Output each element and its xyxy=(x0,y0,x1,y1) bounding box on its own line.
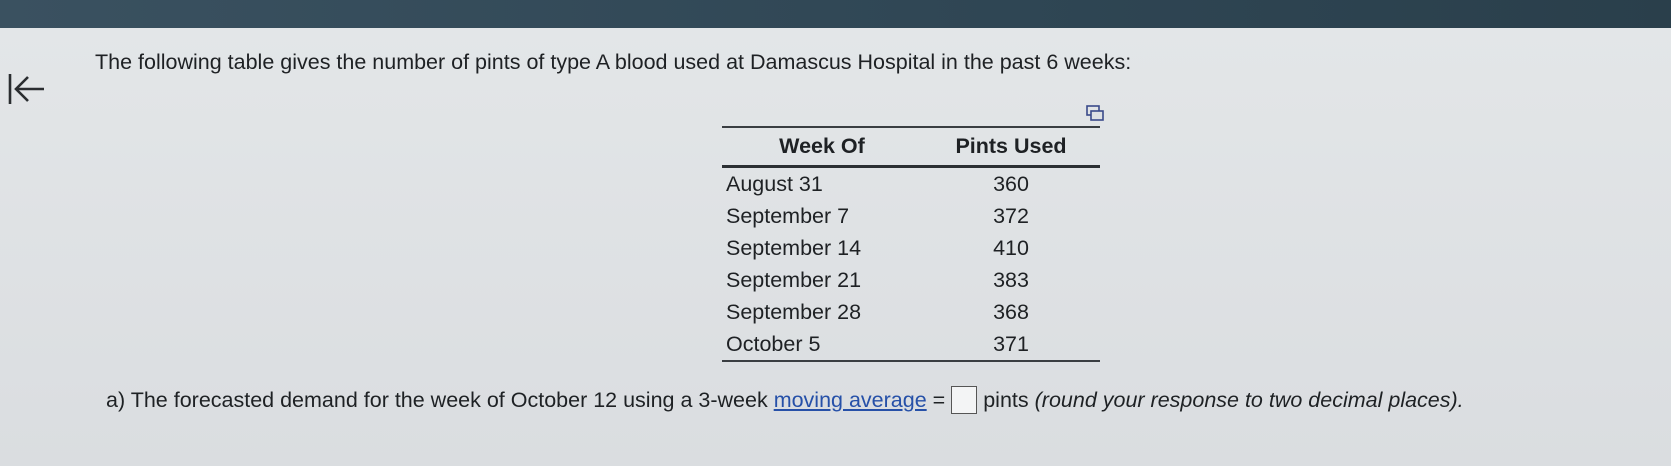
table-row: September 7 372 xyxy=(722,200,1100,232)
pints-cell: 383 xyxy=(993,267,1029,292)
top-bar xyxy=(0,0,1671,28)
week-cell: August 31 xyxy=(726,171,823,196)
unit-label: pints xyxy=(983,388,1029,412)
week-cell: September 28 xyxy=(726,299,862,324)
pints-cell: 360 xyxy=(993,171,1029,196)
pints-cell: 410 xyxy=(993,235,1029,260)
column-header-pints: Pints Used xyxy=(922,126,1100,168)
table-header-row: Week Of Pints Used xyxy=(722,126,1100,168)
week-cell: October 5 xyxy=(722,328,922,362)
table-row: October 5 371 xyxy=(722,328,1100,362)
week-cell: September 7 xyxy=(726,203,850,228)
table-row: September 14 410 xyxy=(722,232,1100,264)
question-intro: The following table gives the number of … xyxy=(95,50,1132,74)
copy-icon[interactable] xyxy=(1085,104,1105,122)
rounding-hint: (round your response to two decimal plac… xyxy=(1034,388,1464,412)
equals-sign: = xyxy=(932,388,946,412)
table-row: September 28 368 xyxy=(722,296,1100,328)
answer-input[interactable] xyxy=(951,386,978,414)
week-cell: September 14 xyxy=(726,235,862,260)
pints-cell: 371 xyxy=(922,328,1100,362)
table-row: August 31 360 xyxy=(722,167,1100,201)
moving-average-link[interactable]: moving average xyxy=(773,388,927,412)
week-cell: September 21 xyxy=(726,267,862,292)
column-header-week: Week Of xyxy=(722,126,922,168)
pints-cell: 372 xyxy=(993,203,1029,228)
pints-cell: 368 xyxy=(993,299,1029,324)
part-a-question: a) The forecasted demand for the week of… xyxy=(106,386,1464,414)
back-arrow-icon[interactable] xyxy=(4,68,48,112)
part-a-prefix: a) The forecasted demand for the week of… xyxy=(106,388,768,412)
table-row: September 21 383 xyxy=(722,264,1100,296)
data-table: Week Of Pints Used August 31 360 Septemb… xyxy=(722,126,1100,362)
content-panel xyxy=(0,28,1671,466)
